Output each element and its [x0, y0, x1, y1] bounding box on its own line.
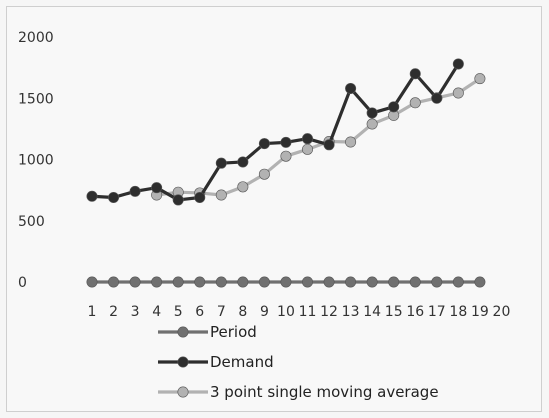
- data-point: [409, 68, 421, 80]
- x-tick-label: 19: [471, 304, 489, 320]
- x-tick-label: 14: [363, 304, 381, 320]
- data-point: [388, 101, 400, 113]
- y-axis-ticks: 0 500 1000 1500 2000: [18, 30, 54, 291]
- legend: Period Demand 3 point single moving averag…: [158, 323, 439, 401]
- x-tick-label: 20: [493, 304, 511, 320]
- data-point: [345, 136, 357, 148]
- data-point: [258, 276, 270, 288]
- x-tick-label: 12: [320, 304, 338, 320]
- data-point: [323, 139, 335, 151]
- data-point: [452, 58, 464, 70]
- x-tick-label: 11: [299, 304, 317, 320]
- x-tick-label: 16: [406, 304, 424, 320]
- data-point: [388, 276, 400, 288]
- data-point: [258, 168, 270, 180]
- data-point: [301, 133, 313, 145]
- x-tick-label: 13: [342, 304, 360, 320]
- data-point: [452, 276, 464, 288]
- data-point: [366, 276, 378, 288]
- data-point: [215, 157, 227, 169]
- y-tick-label: 2000: [18, 30, 54, 46]
- data-point: [194, 191, 206, 203]
- x-tick-label: 7: [217, 304, 226, 320]
- data-point: [323, 276, 335, 288]
- data-point: [280, 276, 292, 288]
- series-1: [86, 58, 464, 206]
- x-tick-label: 10: [277, 304, 295, 320]
- data-point: [280, 150, 292, 162]
- data-point: [129, 185, 141, 197]
- legend-item: Period: [158, 323, 257, 341]
- y-tick-label: 1000: [18, 153, 54, 169]
- legend-label: Demand: [210, 353, 274, 371]
- data-point: [431, 276, 443, 288]
- y-tick-label: 1500: [18, 91, 54, 107]
- x-tick-label: 3: [131, 304, 140, 320]
- data-point: [237, 156, 249, 168]
- data-point: [129, 276, 141, 288]
- data-point: [431, 92, 443, 104]
- series-layer: [86, 58, 486, 288]
- data-point: [108, 276, 120, 288]
- data-point: [86, 190, 98, 202]
- legend-marker: [177, 386, 189, 398]
- x-tick-label: 18: [449, 304, 467, 320]
- legend-item: Demand: [158, 353, 274, 371]
- data-point: [301, 143, 313, 155]
- x-tick-label: 15: [385, 304, 403, 320]
- series-line: [156, 77, 481, 197]
- data-point: [151, 276, 163, 288]
- series-line: [91, 63, 460, 202]
- data-point: [258, 138, 270, 150]
- data-point: [366, 107, 378, 119]
- data-point: [151, 182, 163, 194]
- data-point: [237, 276, 249, 288]
- x-tick-label: 2: [109, 304, 118, 320]
- data-point: [237, 181, 249, 193]
- legend-marker: [177, 356, 189, 368]
- x-tick-label: 4: [152, 304, 161, 320]
- data-point: [215, 276, 227, 288]
- x-tick-label: 1: [88, 304, 97, 320]
- data-point: [172, 194, 184, 206]
- y-tick-label: 0: [18, 275, 27, 291]
- data-point: [409, 276, 421, 288]
- data-point: [474, 276, 486, 288]
- legend-label: 3 point single moving average: [210, 383, 439, 401]
- data-point: [345, 82, 357, 94]
- x-tick-label: 8: [238, 304, 247, 320]
- data-point: [345, 276, 357, 288]
- x-tick-label: 5: [174, 304, 183, 320]
- x-tick-label: 9: [260, 304, 269, 320]
- x-axis-ticks: 1 2 3 4 5 6 7 8 9 10 11 12 13 14 15 16 17 18 19 20: [88, 304, 511, 320]
- data-point: [366, 118, 378, 130]
- data-point: [215, 189, 227, 201]
- x-tick-label: 17: [428, 304, 446, 320]
- data-point: [409, 97, 421, 109]
- data-point: [172, 276, 184, 288]
- data-point: [86, 276, 98, 288]
- series-0: [86, 276, 486, 288]
- data-point: [108, 191, 120, 203]
- series-2: [151, 73, 486, 201]
- data-point: [280, 136, 292, 148]
- data-point: [474, 73, 486, 85]
- legend-label: Period: [210, 323, 257, 341]
- legend-marker: [177, 326, 189, 338]
- data-point: [452, 87, 464, 99]
- data-point: [301, 276, 313, 288]
- x-tick-label: 6: [195, 304, 204, 320]
- data-point: [194, 276, 206, 288]
- y-tick-label: 500: [18, 214, 45, 230]
- legend-item: 3 point single moving average: [158, 383, 439, 401]
